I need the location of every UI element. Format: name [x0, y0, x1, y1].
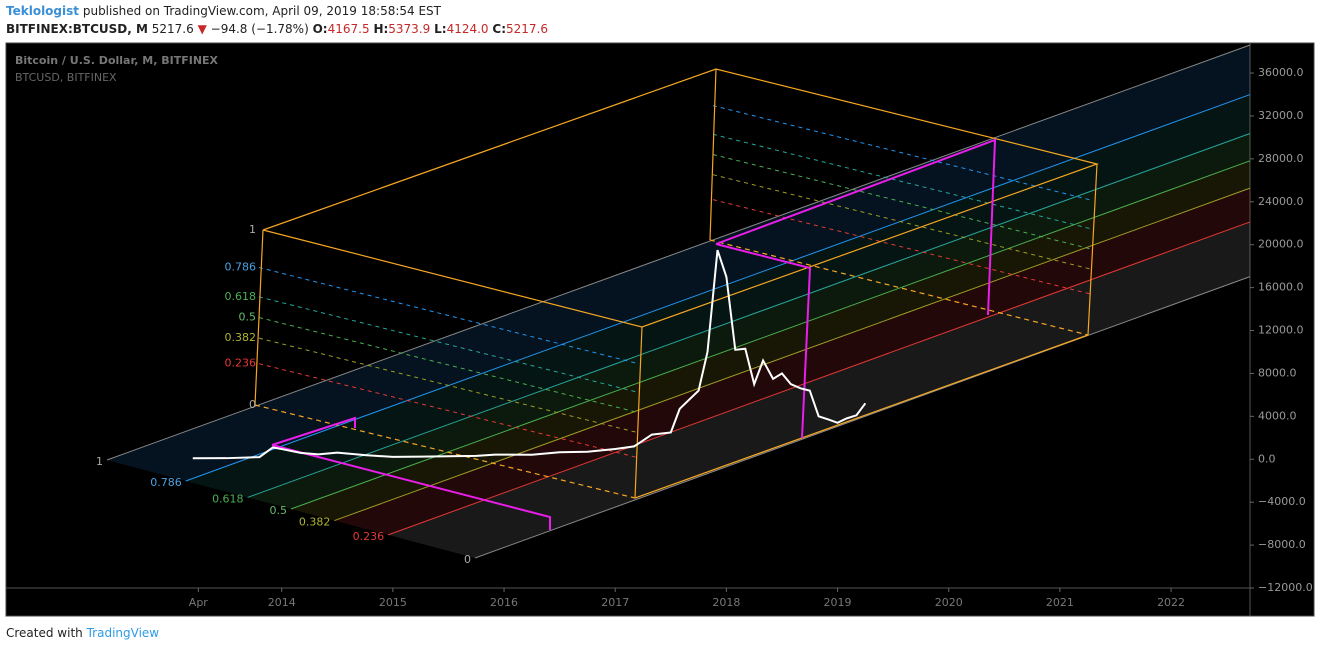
ohlc-key: C:: [492, 22, 506, 36]
y-tick-label: −12000.0: [1258, 581, 1313, 594]
fib-floor-line: [185, 94, 1251, 482]
y-tick-label: 28000.0: [1258, 152, 1304, 165]
y-tick-label: 20000.0: [1258, 238, 1304, 251]
fib-label: 0: [249, 398, 256, 411]
y-tick-label: 16000.0: [1258, 281, 1304, 294]
x-tick-label: Apr: [189, 596, 209, 609]
magenta-line: [271, 416, 356, 446]
fib-label: 0.618: [212, 492, 244, 505]
fib-label: 0.236: [353, 530, 385, 543]
fib-label: 0.786: [150, 476, 182, 489]
y-tick-label: 12000.0: [1258, 324, 1304, 337]
fib-floor-line: [474, 276, 1251, 559]
plot: −12000.0−8000.0−4000.00.04000.08000.0120…: [189, 66, 1313, 609]
chart-subtitle: BTCUSD, BITFINEX: [15, 71, 117, 84]
fib-wall-line: [712, 174, 1094, 271]
ohlc-key: H:: [373, 22, 389, 36]
fib-floor-line: [290, 160, 1251, 510]
fib-label: 0: [464, 553, 471, 566]
x-tick-label: 2014: [268, 596, 296, 609]
magenta-line: [715, 243, 812, 439]
fib-wall-line: [258, 337, 639, 434]
created: Created with: [6, 626, 83, 640]
chart-title: Bitcoin / U.S. Dollar, M, BITFINEX: [15, 54, 219, 67]
brand[interactable]: TradingView: [86, 626, 160, 640]
x-tick-label: 2021: [1046, 596, 1074, 609]
y-tick-label: 4000.0: [1258, 409, 1297, 422]
ohlc-value: 5373.9: [388, 22, 431, 36]
header-line: BITFINEX:BTCUSD, M 5217.6 ▼ −94.8 (−1.78…: [6, 22, 548, 36]
y-tick-label: 8000.0: [1258, 366, 1297, 379]
fib-band: [334, 188, 1250, 535]
fib-floor-line: [247, 133, 1251, 498]
last: 5217.6: [151, 22, 194, 36]
header-line: Teklologist published on TradingView.com…: [6, 4, 441, 18]
published: published on TradingView.com, April 09, …: [82, 4, 441, 18]
box-edge: [634, 334, 1089, 499]
y-tick-label: −4000.0: [1258, 495, 1306, 508]
chart-background: [5, 42, 1315, 617]
fib-wall-line: [712, 154, 1094, 250]
fib-band: [247, 133, 1251, 510]
fib-band: [185, 94, 1251, 498]
fib-drawing: 1 0.786 0.618 0.5 0.382 0.236 0 1 0.786 0.618 0.5 0…: [96, 44, 1251, 566]
y-tick-label: 32000.0: [1258, 109, 1304, 122]
box-edge: [254, 229, 264, 406]
author[interactable]: Teklologist: [6, 4, 80, 18]
fib-band: [388, 221, 1251, 558]
x-tick-label: 2019: [824, 596, 852, 609]
fib-wall-line: [258, 317, 639, 413]
fib-wall-line: [258, 363, 639, 459]
box-edge: [709, 239, 1089, 336]
ohlc-value: 4124.0: [446, 22, 489, 36]
x-tick-label: 2015: [379, 596, 407, 609]
fib-label: 1: [249, 223, 256, 236]
x-tick-label: 2017: [601, 596, 629, 609]
box-edge: [254, 404, 636, 499]
fib-band: [291, 160, 1250, 521]
fib-label: 0.382: [299, 516, 331, 529]
magenta-line: [271, 444, 551, 530]
fib-floor-line: [387, 221, 1251, 536]
y-tick-label: 0.0: [1258, 452, 1276, 465]
ohlc-value: 4167.5: [327, 22, 370, 36]
fib-label: 0.382: [225, 331, 257, 344]
fib-wall-line: [712, 133, 1094, 230]
x-tick-label: 2018: [712, 596, 740, 609]
fib-wall-line: [258, 296, 639, 393]
fib-floor-line: [334, 187, 1251, 522]
fib-label: 0.236: [225, 357, 257, 370]
fib-wall-line: [712, 105, 1094, 202]
x-tick-label: 2022: [1157, 596, 1185, 609]
fib-label: 1: [96, 455, 103, 468]
footer: Created with TradingView: [6, 626, 159, 640]
x-tick-label: 2016: [490, 596, 518, 609]
fib-label: 0.618: [225, 290, 257, 303]
ohlc-key: L:: [434, 22, 447, 36]
x-tick-label: 2020: [935, 596, 963, 609]
ohlc-value: 5217.6: [506, 22, 548, 36]
magenta-line: [715, 138, 997, 316]
symbol: BITFINEX:BTCUSD, M: [6, 22, 148, 36]
fib-label: 0.5: [239, 311, 257, 324]
box-edge: [709, 68, 717, 241]
fib-wall-line: [258, 266, 639, 365]
change-arrow: ▼: [197, 22, 207, 36]
y-tick-label: 24000.0: [1258, 195, 1304, 208]
fib-wall-line: [712, 199, 1094, 296]
box-edge: [634, 326, 643, 499]
box-edge: [1087, 163, 1098, 336]
fib-floor-line: [106, 44, 1251, 461]
fib-label: 0.786: [225, 260, 257, 273]
y-tick-label: 36000.0: [1258, 66, 1304, 79]
change: −94.8 (−1.78%): [210, 22, 309, 36]
ohlc-key: O:: [312, 22, 328, 36]
fib-label: 0.5: [270, 504, 288, 517]
y-tick-label: −8000.0: [1258, 538, 1306, 551]
price-line: [192, 249, 867, 460]
